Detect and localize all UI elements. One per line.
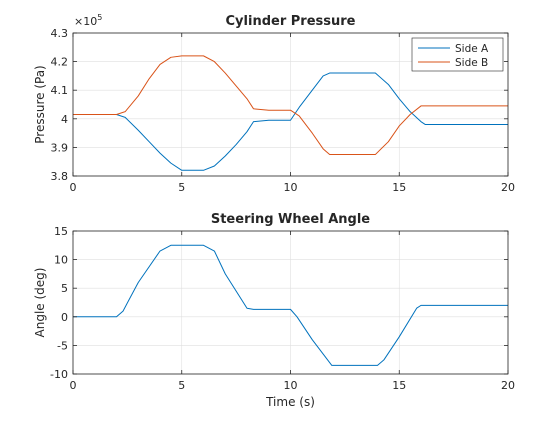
chart-title: Cylinder Pressure (226, 14, 356, 29)
x-tick-label: 15 (392, 181, 406, 194)
legend-label: Side B (455, 57, 488, 69)
x-tick-label: 10 (284, 379, 298, 392)
y-axis-label: Pressure (Pa) (33, 65, 47, 143)
y-tick-label: 0 (61, 311, 68, 324)
y-tick-label: 5 (61, 282, 68, 295)
y-tick-label: -10 (50, 368, 68, 381)
x-tick-label: 20 (501, 379, 515, 392)
axes-1: 0 5 10 15 20 3.8 3.9 4 4.1 4.2 4.3 Cylinder Pressur… (33, 13, 515, 194)
x-axis-label: Time (s) (265, 395, 315, 409)
y-tick-label: 3.9 (51, 141, 69, 154)
legend-box (411, 37, 504, 72)
x-tick-label: 5 (178, 379, 185, 392)
y-tick-label: 4.3 (51, 27, 69, 40)
legend-label: Side A (455, 43, 489, 55)
y-axis-label: Angle (deg) (33, 268, 47, 338)
y-tick-label: 4.1 (51, 84, 69, 97)
x-tick-label: 10 (284, 181, 298, 194)
legend: Side A Side B (411, 37, 504, 72)
x-tick-label: 0 (70, 181, 77, 194)
x-tick-label: 0 (70, 379, 77, 392)
x-tick-label: 20 (501, 181, 515, 194)
y-exponent-label: ×105 (74, 13, 102, 28)
x-tick-label: 15 (392, 379, 406, 392)
chart-title: Steering Wheel Angle (211, 212, 370, 227)
series-line-1 (73, 244, 508, 366)
series-line-side-a (73, 72, 508, 171)
y-tick-label: 4.2 (51, 56, 69, 69)
y-tick-label: -5 (57, 339, 68, 352)
y-tick-label: 4 (61, 113, 68, 126)
axes-2: 0 5 10 15 20 -10 -5 0 5 10 15 Steering Wheel Angle A… (33, 212, 515, 409)
x-tick-label: 5 (178, 181, 185, 194)
series-line-side-b (73, 55, 508, 156)
y-tick-label: 15 (54, 225, 68, 238)
y-tick-label: 10 (54, 254, 68, 267)
y-tick-label: 3.8 (51, 170, 69, 183)
